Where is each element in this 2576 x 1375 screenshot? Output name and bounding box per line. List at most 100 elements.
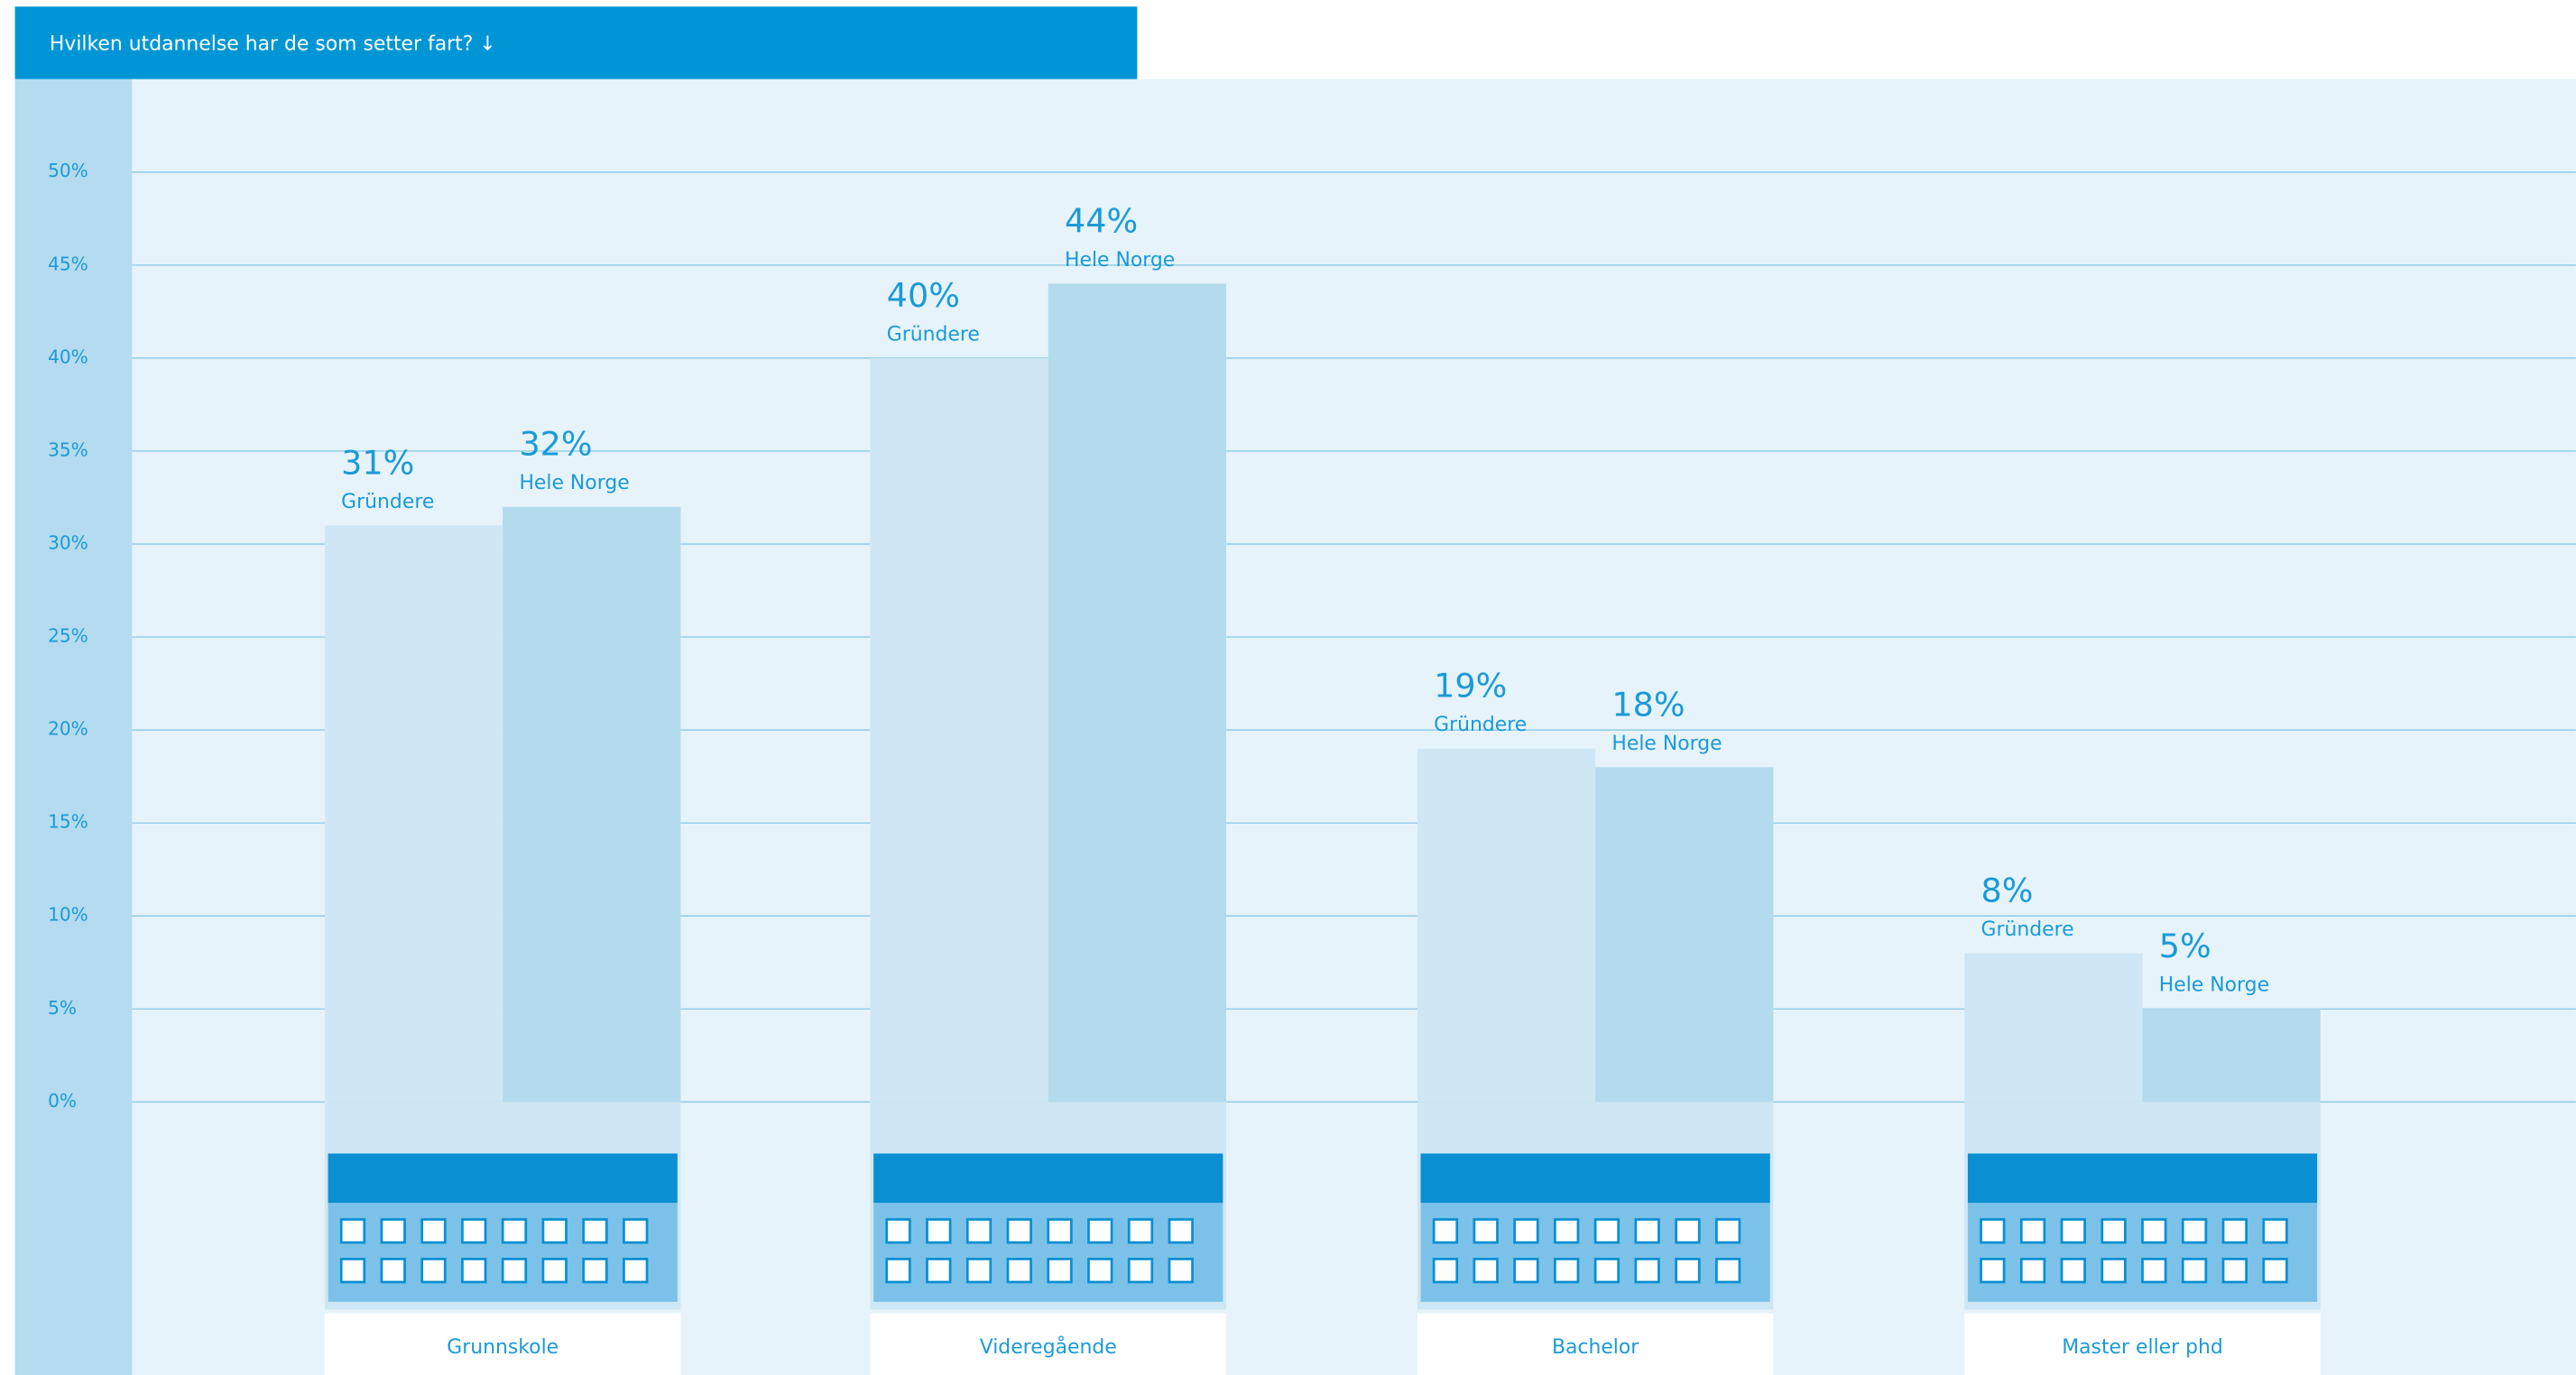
bar xyxy=(324,525,503,1103)
y-tick-label: 0% xyxy=(48,1090,77,1112)
window xyxy=(1593,1258,1620,1284)
x-tick-label: Grunnskole xyxy=(447,1336,559,1359)
window xyxy=(1634,1218,1660,1244)
series-label: Gründere xyxy=(1981,918,2074,941)
window xyxy=(1473,1258,1499,1284)
window xyxy=(1513,1258,1539,1284)
window xyxy=(1675,1218,1701,1244)
window xyxy=(1473,1218,1499,1244)
window xyxy=(885,1258,911,1284)
y-tick-label: 5% xyxy=(48,997,77,1019)
window xyxy=(1006,1258,1032,1284)
y-tick-label: 30% xyxy=(48,531,88,553)
window xyxy=(339,1218,366,1244)
window xyxy=(1168,1218,1194,1244)
series-label: Gründere xyxy=(341,491,434,513)
axis-strip xyxy=(14,78,133,1375)
building-roof xyxy=(1420,1153,1770,1204)
window xyxy=(582,1218,608,1244)
window xyxy=(2141,1218,2167,1244)
value-label: 19% xyxy=(1434,667,1507,706)
window xyxy=(420,1258,447,1284)
y-tick-label: 50% xyxy=(48,160,88,181)
window xyxy=(2019,1258,2046,1284)
window xyxy=(582,1258,608,1284)
window xyxy=(1047,1258,1073,1284)
window xyxy=(2101,1258,2127,1284)
window xyxy=(1127,1218,1154,1244)
window xyxy=(2101,1218,2127,1244)
x-tick-label: Bachelor xyxy=(1552,1336,1639,1359)
bar xyxy=(1595,767,1774,1103)
window xyxy=(1715,1258,1741,1284)
window xyxy=(339,1258,366,1284)
building-body xyxy=(328,1203,678,1302)
value-label: 40% xyxy=(887,276,960,315)
window xyxy=(1047,1218,1073,1244)
bar xyxy=(503,506,681,1103)
bar xyxy=(870,357,1048,1103)
bar xyxy=(2142,1009,2321,1103)
window xyxy=(1634,1258,1660,1284)
window xyxy=(2060,1218,2086,1244)
label-box xyxy=(1964,1313,2321,1375)
window xyxy=(2019,1218,2046,1244)
window xyxy=(2060,1258,2086,1284)
x-tick-label: Master eller phd xyxy=(2062,1336,2223,1359)
window xyxy=(2262,1218,2288,1244)
building-roof xyxy=(1967,1153,2318,1204)
window xyxy=(926,1258,952,1284)
window xyxy=(926,1218,952,1244)
window xyxy=(1432,1258,1459,1284)
series-label: Hele Norge xyxy=(1611,733,1722,755)
value-label: 44% xyxy=(1065,201,1138,240)
window xyxy=(501,1258,528,1284)
window xyxy=(501,1218,528,1244)
window xyxy=(1513,1218,1539,1244)
series-label: Gründere xyxy=(1434,714,1527,736)
value-label: 8% xyxy=(1981,871,2034,909)
building-body xyxy=(873,1203,1223,1302)
window xyxy=(1593,1218,1620,1244)
building-body xyxy=(1967,1203,2318,1302)
series-label: Hele Norge xyxy=(519,472,629,494)
chart-title: Hvilken utdannelse har de som setter far… xyxy=(50,32,496,55)
bar xyxy=(1417,748,1596,1103)
window xyxy=(461,1218,487,1244)
y-tick-label: 25% xyxy=(48,625,88,647)
window xyxy=(2181,1218,2208,1244)
label-box xyxy=(324,1313,681,1375)
building-body xyxy=(1420,1203,1770,1302)
window xyxy=(1127,1258,1154,1284)
window xyxy=(2262,1258,2288,1284)
series-label: Hele Norge xyxy=(1065,249,1175,272)
window xyxy=(885,1218,911,1244)
label-box xyxy=(1417,1313,1774,1375)
value-label: 32% xyxy=(519,425,592,464)
window xyxy=(965,1218,993,1244)
window xyxy=(1432,1218,1459,1244)
window xyxy=(2141,1258,2167,1284)
window xyxy=(2221,1218,2248,1244)
window xyxy=(1168,1258,1194,1284)
window xyxy=(2221,1258,2248,1284)
window xyxy=(461,1258,487,1284)
y-tick-label: 15% xyxy=(48,811,88,833)
window xyxy=(1087,1218,1113,1244)
window xyxy=(1554,1258,1580,1284)
window xyxy=(1980,1258,2006,1284)
bar xyxy=(1964,953,2143,1103)
value-label: 31% xyxy=(341,443,414,482)
window xyxy=(1675,1258,1701,1284)
window xyxy=(1087,1258,1113,1284)
window xyxy=(623,1218,649,1244)
title-banner xyxy=(14,6,1138,79)
window xyxy=(541,1258,568,1284)
value-label: 18% xyxy=(1611,685,1685,724)
series-label: Gründere xyxy=(887,323,980,346)
window xyxy=(1006,1218,1032,1244)
x-tick-label: Videregående xyxy=(980,1335,1117,1359)
y-tick-label: 10% xyxy=(48,904,88,926)
